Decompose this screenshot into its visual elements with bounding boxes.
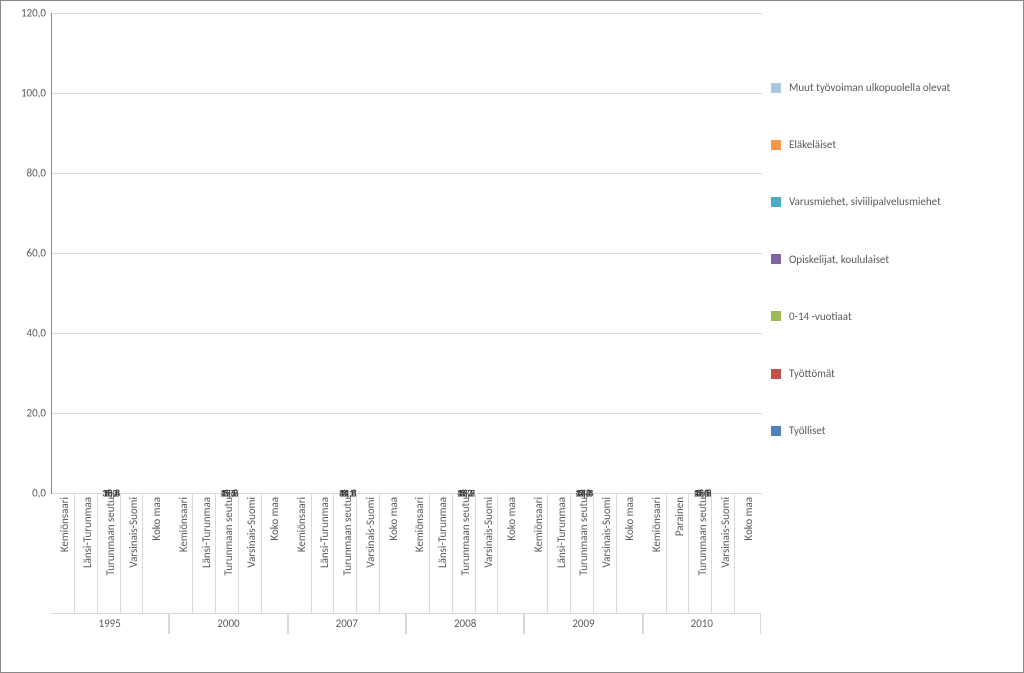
x-category-label: Kemiönsaari <box>173 493 193 613</box>
x-category-label: Länsi-Turunmaa <box>315 493 335 613</box>
x-year-label: 1995 <box>51 613 169 634</box>
year-group: 43,73,017,26,726,32,7 <box>407 13 525 493</box>
legend-swatch <box>771 197 781 207</box>
legend-item-elakelaiset: Eläkeläiset <box>771 138 1016 151</box>
y-tick-label: 60,0 <box>27 247 46 260</box>
legend-swatch <box>771 311 781 321</box>
legend-swatch <box>771 369 781 379</box>
legend-swatch <box>771 426 781 436</box>
year-group: 44,42,216,36,427,52,8 <box>525 13 643 493</box>
legend-label: Eläkeläiset <box>789 138 836 151</box>
legend-label: Muut työvoiman ulkopuolella olevat <box>789 81 950 94</box>
legend-item-opiskelijat: Opiskelijat, koululaiset <box>771 253 1016 266</box>
x-category-label: Länsi-Turunmaa <box>78 493 98 613</box>
x-category-label: Kemiönsaari <box>292 493 312 613</box>
year-group: 38,46,315,86,030,83,2 <box>52 13 170 493</box>
x-category-label: Koko maa <box>501 493 520 613</box>
legend-label: Työttömät <box>789 367 835 380</box>
x-category-label: Turunmaan seutu <box>337 493 357 613</box>
x-category-label: Kemiönsaari <box>647 493 667 613</box>
legend-swatch <box>771 254 781 264</box>
x-category-label: Kemiönsaari <box>410 493 430 613</box>
chart-container: 0,0 20,0 40,0 60,0 80,0 100,0 120,0 38,46,315,… <box>0 0 1024 673</box>
year-group: 41,82,114,46,132,33,1 <box>289 13 407 493</box>
legend-label: Opiskelijat, koululaiset <box>789 253 889 266</box>
x-year-label: 2009 <box>524 613 642 634</box>
x-category-label: Varsinais-Suomi <box>360 493 380 613</box>
x-category-label: Varsinais-Suomi <box>597 493 617 613</box>
x-category-label: Varsinais-Suomi <box>124 493 144 613</box>
x-year-group: KemiönsaariLänsi-TurunmaaTurunmaan seutu… <box>288 493 406 634</box>
y-tick-label: 120,0 <box>21 7 46 20</box>
legend-item-tyottomat: Työttömät <box>771 367 1016 380</box>
x-year-label: 2010 <box>643 613 761 634</box>
x-year-group: KemiönsaariParainenTurunmaan seutuVarsin… <box>643 493 761 634</box>
x-category-label: Koko maa <box>146 493 165 613</box>
x-category-label: Koko maa <box>738 493 757 613</box>
legend-swatch <box>771 83 781 93</box>
x-year-label: 2007 <box>288 613 406 634</box>
y-tick-label: 20,0 <box>27 407 46 420</box>
x-category-label: Länsi-Turunmaa <box>196 493 216 613</box>
bars-area: 38,46,315,86,030,83,242,83,617,26,525,32… <box>52 13 762 493</box>
x-year-group: KemiönsaariLänsi-TurunmaaTurunmaan seutu… <box>169 493 287 634</box>
legend-item-tyolliset: Työlliset <box>771 424 1016 437</box>
x-category-label: Turunmaan seutu <box>692 493 712 613</box>
legend-item-nuoret: 0-14 -vuotiaat <box>771 310 1016 323</box>
year-group: 42,83,016,26,428,52,8 <box>644 13 762 493</box>
x-category-label: Kemiönsaari <box>55 493 75 613</box>
x-category-label: Länsi-Turunmaa <box>433 493 453 613</box>
legend-swatch <box>771 140 781 150</box>
x-year-group: KemiönsaariLänsi-TurunmaaTurunmaan seutu… <box>51 493 169 634</box>
legend-label: Varusmiehet, siviilipalvelusmiehet <box>789 195 941 208</box>
x-category-label: Koko maa <box>383 493 402 613</box>
legend: Muut työvoiman ulkopuolella olevat Eläkel… <box>771 81 1016 481</box>
legend-label: 0-14 -vuotiaat <box>789 310 852 323</box>
x-category-label: Koko maa <box>265 493 284 613</box>
x-year-group: KemiönsaariLänsi-TurunmaaTurunmaan seutu… <box>524 493 642 634</box>
x-category-label: Turunmaan seutu <box>101 493 121 613</box>
x-category-label: Turunmaan seutu <box>456 493 476 613</box>
x-category-label: Länsi-Turunmaa <box>551 493 571 613</box>
y-tick-label: 100,0 <box>21 86 46 99</box>
x-year-group: KemiönsaariLänsi-TurunmaaTurunmaan seutu… <box>406 493 524 634</box>
x-category-label: Varsinais-Suomi <box>715 493 735 613</box>
x-category-label: Turunmaan seutu <box>574 493 594 613</box>
x-category-label: Parainen <box>670 493 690 613</box>
x-category-label: Varsinais-Suomi <box>242 493 262 613</box>
x-year-label: 2000 <box>169 613 287 634</box>
legend-label: Työlliset <box>789 424 826 437</box>
legend-item-muut: Muut työvoiman ulkopuolella olevat <box>771 81 1016 94</box>
y-tick-label: 0,0 <box>32 487 46 500</box>
x-category-label: Varsinais-Suomi <box>479 493 499 613</box>
y-tick-label: 80,0 <box>27 166 46 179</box>
legend-item-varusmiehet: Varusmiehet, siviilipalvelusmiehet <box>771 195 1016 208</box>
y-tick-label: 40,0 <box>27 326 46 339</box>
x-axis: KemiönsaariLänsi-TurunmaaTurunmaan seutu… <box>51 493 761 634</box>
x-category-label: Turunmaan seutu <box>219 493 239 613</box>
year-group: 42,83,617,26,525,32,7 <box>170 13 288 493</box>
plot-area: 0,020,040,060,080,0100,0120,0 38,46,315,… <box>51 13 762 494</box>
x-category-label: Kemiönsaari <box>528 493 548 613</box>
x-year-label: 2008 <box>406 613 524 634</box>
x-category-label: Koko maa <box>620 493 639 613</box>
